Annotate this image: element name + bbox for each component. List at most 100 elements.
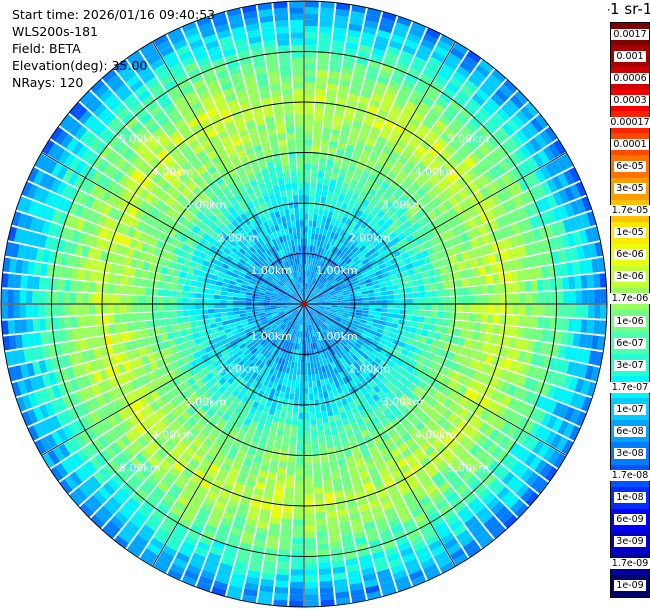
range-gate-cell: [337, 258, 344, 265]
range-gate-cell: [442, 87, 456, 99]
range-gate-cell: [283, 430, 291, 438]
range-gate-cell: [177, 473, 190, 485]
range-gate-cell: [412, 298, 420, 304]
range-gate-cell: [329, 58, 342, 67]
range-gate-cell: [525, 121, 539, 137]
range-gate-cell: [469, 258, 478, 268]
range-gate-cell: [305, 318, 308, 326]
range-gate-cell: [319, 158, 327, 166]
range-gate-cell: [369, 329, 377, 336]
range-gate-cell: [330, 348, 336, 355]
range-gate-cell: [26, 304, 33, 318]
range-gate-cell: [375, 517, 388, 527]
range-gate-cell: [521, 434, 534, 448]
range-gate-cell: [336, 399, 343, 408]
range-gate-cell: [512, 181, 524, 195]
range-gate-cell: [354, 342, 362, 349]
range-gate-cell: [320, 145, 329, 154]
range-gate-cell: [345, 190, 354, 199]
range-gate-cell: [321, 385, 328, 393]
range-gate-cell: [395, 358, 404, 367]
range-gate-cell: [294, 494, 304, 501]
range-gate-cell: [423, 394, 433, 404]
range-gate-cell: [548, 237, 558, 251]
range-gate-cell: [461, 278, 469, 287]
range-gate-cell: [483, 473, 497, 487]
range-gate-cell: [512, 282, 520, 293]
range-gate-cell: [297, 330, 300, 338]
range-gate-cell: [320, 221, 326, 229]
range-gate-cell: [355, 108, 367, 117]
range-gate-cell: [327, 266, 334, 273]
range-gate-cell: [304, 344, 307, 351]
range-gate-cell: [457, 337, 466, 347]
range-gate-cell: [434, 74, 448, 87]
range-gate-cell: [318, 38, 331, 47]
range-gate-cell: [453, 393, 464, 404]
range-gate-cell: [189, 427, 200, 437]
range-gate-cell: [174, 430, 185, 441]
range-gate-cell: [304, 575, 318, 582]
range-gate-cell: [281, 324, 287, 331]
range-gate-cell: [408, 458, 420, 469]
range-gate-cell: [316, 70, 328, 78]
range-gate-cell: [348, 93, 360, 102]
range-gate-cell: [180, 490, 193, 501]
range-gate-cell: [309, 270, 313, 278]
range-gate-cell: [345, 382, 352, 390]
range-gate-cell: [460, 84, 475, 98]
range-gate-cell: [306, 300, 313, 304]
range-gate-cell: [319, 326, 324, 333]
range-gate-cell: [469, 304, 476, 313]
range-gate-cell: [304, 138, 313, 146]
range-gate-cell: [220, 556, 235, 567]
range-gate-cell: [373, 87, 385, 97]
range-gate-cell: [379, 69, 392, 80]
range-gate-cell: [332, 212, 339, 220]
range-gate-cell: [317, 386, 323, 394]
range-gate-cell: [304, 82, 315, 89]
range-gate-cell: [277, 422, 285, 431]
range-gate-cell: [443, 161, 455, 172]
range-gate-cell: [380, 267, 389, 274]
range-gate-cell: [427, 397, 438, 408]
range-gate-cell: [459, 487, 473, 501]
range-gate-cell: [510, 460, 524, 475]
range-gate-cell: [338, 85, 350, 94]
range-gate-cell: [347, 415, 356, 424]
range-gate-cell: [458, 212, 468, 223]
range-gate-cell: [379, 239, 387, 248]
range-gate-cell: [462, 287, 470, 296]
range-gate-cell: [318, 301, 326, 304]
range-gate-cell: [406, 412, 417, 422]
range-gate-cell: [317, 294, 324, 298]
range-gate-cell: [391, 165, 401, 176]
range-gate-cell: [264, 419, 273, 428]
range-gate-cell: [156, 527, 171, 539]
range-gate-cell: [321, 324, 327, 331]
range-gate-cell: [290, 361, 295, 369]
range-gate-cell: [429, 237, 438, 247]
range-gate-cell: [501, 490, 515, 505]
range-gate-cell: [298, 350, 302, 357]
range-gate-cell: [195, 315, 203, 321]
range-gate-cell: [312, 265, 317, 272]
range-gate-cell: [443, 359, 453, 369]
range-gate-cell: [437, 297, 445, 304]
range-gate-cell: [498, 159, 511, 173]
range-gate-cell: [32, 290, 39, 304]
range-gate-cell: [466, 169, 478, 181]
range-gate-cell: [361, 149, 371, 159]
range-gate-cell: [63, 292, 71, 304]
range-gate-cell: [254, 429, 263, 438]
range-gate-cell: [483, 170, 495, 183]
range-gate-cell: [442, 509, 456, 521]
range-gate-cell: [372, 223, 381, 232]
range-gate-cell: [333, 284, 340, 289]
range-gate-cell: [313, 361, 318, 369]
range-gate-cell: [268, 433, 276, 442]
range-gate-cell: [380, 63, 394, 74]
range-gate-cell: [294, 481, 304, 489]
range-gate-cell: [548, 450, 561, 465]
range-gate-cell: [468, 74, 483, 88]
